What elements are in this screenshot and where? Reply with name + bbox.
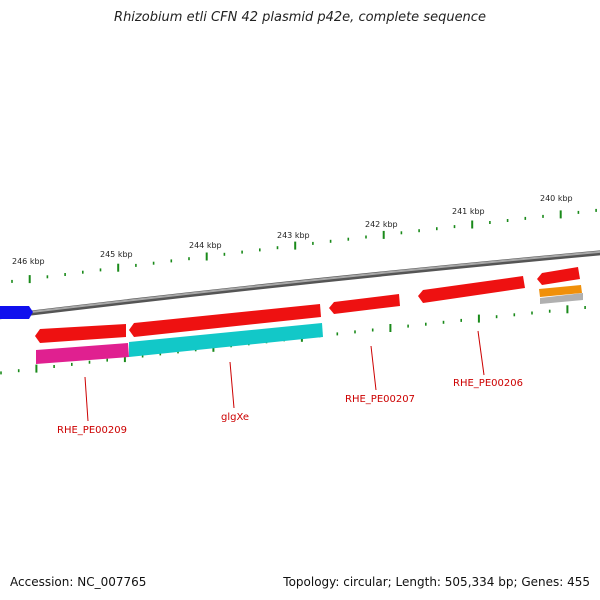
gene-label-glgXe[interactable]: glgXe xyxy=(221,412,249,423)
scale-label-242kbp: 242 kbp xyxy=(365,220,398,229)
gene-grey[interactable] xyxy=(540,293,583,304)
gene-orange[interactable] xyxy=(539,285,582,297)
gene-label-RHE_PE00206[interactable]: RHE_PE00206 xyxy=(453,378,523,389)
leader-glgXe xyxy=(229,361,235,409)
scale-label-241kbp: 241 kbp xyxy=(452,207,485,216)
gene-red-4[interactable] xyxy=(418,276,525,303)
genes-strand-2 xyxy=(36,323,323,364)
scale-labels: 246 kbp 245 kbp 244 kbp 243 kbp 242 kbp … xyxy=(12,194,573,266)
accession-text: Accession: NC_007765 xyxy=(10,575,147,589)
scale-label-243kbp: 243 kbp xyxy=(277,231,310,240)
leader-RHE_PE00209 xyxy=(84,376,89,422)
gene-magenta[interactable] xyxy=(36,343,129,364)
backbone xyxy=(0,250,600,320)
scale-label-246kbp: 246 kbp xyxy=(12,257,45,266)
scale-label-245kbp: 245 kbp xyxy=(100,250,133,259)
scale-label-240kbp: 240 kbp xyxy=(540,194,573,203)
gene-red-1[interactable] xyxy=(35,324,126,343)
gene-label-RHE_PE00207[interactable]: RHE_PE00207 xyxy=(345,394,415,405)
leader-RHE_PE00207 xyxy=(370,345,377,391)
gene-labels: RHE_PE00209 glgXe RHE_PE00207 RHE_PE0020… xyxy=(57,378,523,436)
map-title: Rhizobium etli CFN 42 plasmid p42e, comp… xyxy=(114,10,486,25)
gene-label-RHE_PE00209[interactable]: RHE_PE00209 xyxy=(57,425,127,436)
leader-RHE_PE00206 xyxy=(477,330,485,376)
label-leader-lines xyxy=(84,330,485,422)
gene-cyan[interactable] xyxy=(129,323,323,357)
summary-text: Topology: circular; Length: 505,334 bp; … xyxy=(283,575,590,589)
gene-red-5[interactable] xyxy=(537,267,580,285)
genes-strand-1 xyxy=(0,267,583,343)
gene-red-3[interactable] xyxy=(329,294,400,314)
gene-red-2[interactable] xyxy=(129,304,321,337)
scale-label-244kbp: 244 kbp xyxy=(189,241,222,250)
outer-tick-marks xyxy=(11,208,597,284)
gene-blue-left[interactable] xyxy=(0,306,33,319)
